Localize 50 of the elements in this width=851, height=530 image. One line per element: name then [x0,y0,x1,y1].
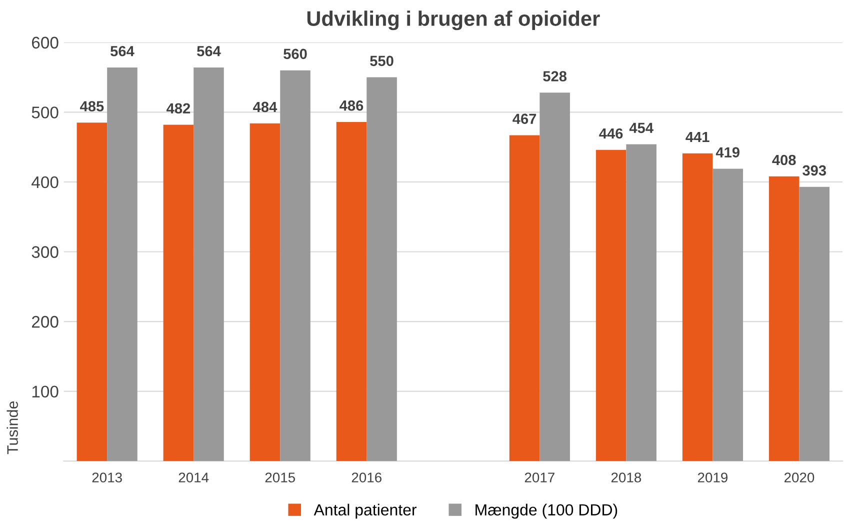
chart-title: Udvikling i brugen af opioider [307,10,600,30]
bar [540,92,570,462]
data-label: 454 [629,122,654,134]
data-label: 564 [110,46,134,56]
y-tick-label: 400 [32,176,58,188]
bar [336,122,367,462]
bar [509,135,540,462]
x-tick-label: 2018 [611,472,642,482]
y-tick-label: 200 [32,316,58,328]
bar [280,70,310,462]
bar [682,153,713,462]
x-tick-label: 2013 [92,472,122,482]
y-tick-label: 100 [32,386,58,398]
data-label: 485 [80,101,104,112]
y-axis-title: Tusinde [6,401,18,454]
data-label: 550 [370,56,394,66]
x-tick-label: 2014 [178,472,209,482]
bar [366,77,397,462]
data-label: 564 [197,46,221,56]
data-label: 441 [686,132,710,142]
bar [107,68,138,462]
bar [712,168,743,462]
bar [250,123,280,462]
data-label: 408 [772,154,796,166]
bar [76,122,108,462]
data-label: 482 [166,103,190,114]
x-tick-label: 2019 [698,472,728,482]
y-tick-label: 500 [32,106,58,118]
data-label: 393 [802,165,826,176]
x-tick-label: 2020 [784,472,814,482]
y-tick-label: 300 [32,246,58,258]
y-tick-label: 600 [32,36,58,49]
bar [626,144,656,462]
x-tick-label: 2015 [265,472,295,482]
data-label: 446 [599,128,623,139]
x-tick-label: 2017 [524,472,554,482]
legend-label: Antal patienter [314,504,417,519]
bar [768,176,800,462]
bar [194,68,224,462]
data-label: 486 [340,100,364,111]
x-tick-label: 2016 [352,472,382,482]
data-label: 560 [284,48,307,60]
data-label: 419 [716,147,740,158]
bar [799,186,830,462]
data-label: 484 [253,102,278,112]
data-label: 528 [543,71,567,82]
data-label: 467 [512,114,536,124]
bar [163,124,194,462]
legend-label: Mængde (100 DDD) [476,504,618,519]
bar [596,150,626,462]
